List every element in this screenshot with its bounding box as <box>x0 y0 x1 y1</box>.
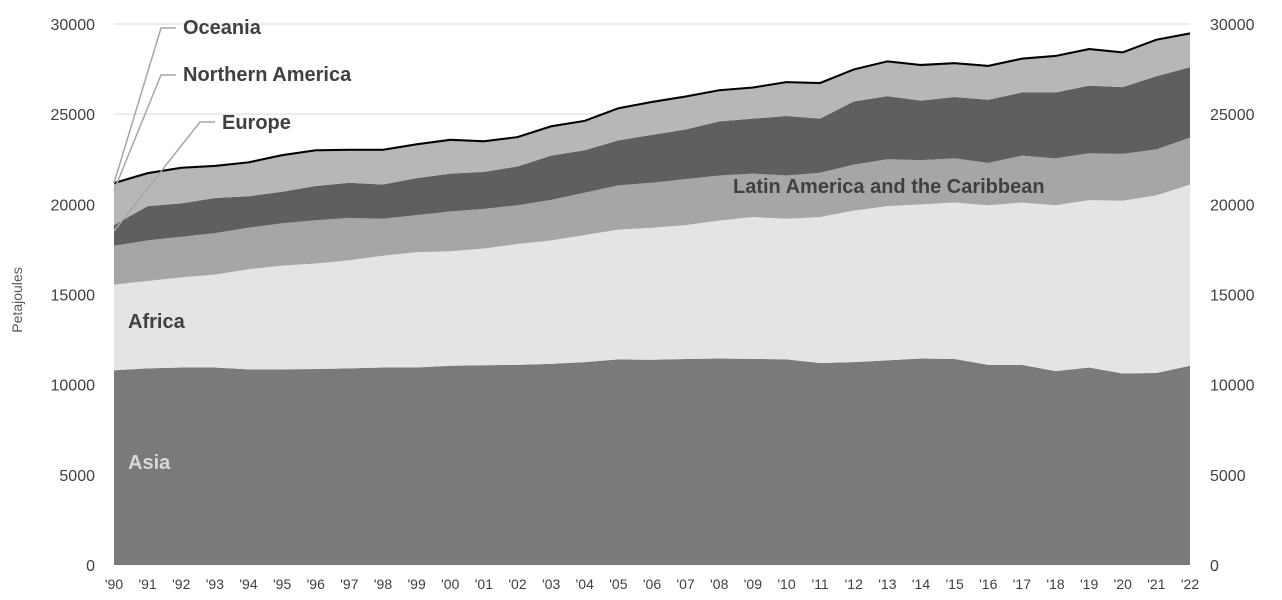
x-tick-label: '15 <box>946 576 964 592</box>
label-oceania: Oceania <box>183 17 262 39</box>
x-tick-label: '13 <box>878 576 896 592</box>
x-tick-label: '21 <box>1147 576 1165 592</box>
x-tick-label: '97 <box>340 576 358 592</box>
y2-tick-label: 25000 <box>1210 107 1255 124</box>
x-tick-label: '09 <box>744 576 762 592</box>
callout-leader-lines <box>113 27 215 232</box>
y2-tick-label: 0 <box>1210 558 1219 575</box>
x-tick-label: '00 <box>441 576 459 592</box>
x-tick-label: '18 <box>1046 576 1064 592</box>
leader-oceania <box>113 27 176 184</box>
x-tick-label: '07 <box>677 576 695 592</box>
x-tick-label: '01 <box>475 576 493 592</box>
x-tick-label: '20 <box>1114 576 1132 592</box>
x-tick-label: '04 <box>576 576 594 592</box>
label-north-america: Northern America <box>183 64 352 86</box>
label-asia: Asia <box>128 452 171 474</box>
x-tick-label: '10 <box>777 576 795 592</box>
x-tick-label: '93 <box>206 576 224 592</box>
x-tick-label: '94 <box>239 576 257 592</box>
area-asia <box>114 358 1190 565</box>
x-tick-label: '92 <box>172 576 190 592</box>
y2-tick-label: 20000 <box>1210 197 1255 214</box>
y2-tick-label: 10000 <box>1210 378 1255 395</box>
x-tick-label: '03 <box>542 576 560 592</box>
y2-tick-label: 30000 <box>1210 17 1255 34</box>
x-tick-label: '91 <box>139 576 157 592</box>
area-africa <box>114 184 1190 374</box>
area-latin-america-and-the-caribbean <box>114 137 1190 285</box>
y-tick-label: 0 <box>86 558 95 575</box>
x-tick-label: '12 <box>845 576 863 592</box>
x-tick-label: '96 <box>307 576 325 592</box>
x-tick-label: '11 <box>812 576 829 592</box>
x-tick-label: '06 <box>643 576 661 592</box>
y-tick-label: 10000 <box>51 378 96 395</box>
area-northern-america <box>114 34 1190 226</box>
y-tick-label: 30000 <box>51 17 96 34</box>
x-tick-label: '05 <box>609 576 627 592</box>
total-line <box>113 32 1191 185</box>
label-latam: Latin America and the Caribbean <box>733 176 1045 198</box>
x-tick-label: '22 <box>1181 576 1199 592</box>
y-tick-label: 5000 <box>59 468 95 485</box>
area-europe <box>114 67 1190 246</box>
x-tick-label: '98 <box>374 576 392 592</box>
x-tick-label: '14 <box>912 576 930 592</box>
x-tick-label: '08 <box>710 576 728 592</box>
x-tick-label: '95 <box>273 576 291 592</box>
leader-europe <box>113 121 215 232</box>
y-tick-label: 15000 <box>51 288 96 305</box>
y-axis-right: 0 5000 10000 15000 20000 25000 30000 <box>1210 17 1255 575</box>
y-axis-left: 0 5000 10000 15000 20000 25000 30000 <box>51 17 96 575</box>
x-tick-label: '19 <box>1080 576 1098 592</box>
x-tick-label: '90 <box>105 576 123 592</box>
y2-tick-label: 5000 <box>1210 468 1246 485</box>
series-areas <box>113 32 1191 565</box>
x-axis: '90 '91 '92 '93 '94 '95 '96 '97 '98 '99 '00 '01 '02 '… <box>105 576 1199 592</box>
area-labels: Asia Africa Latin America and the Caribb… <box>128 17 1045 474</box>
x-tick-label: '16 <box>979 576 997 592</box>
label-europe: Europe <box>222 112 291 134</box>
x-tick-label: '99 <box>408 576 426 592</box>
y-axis-title: Petajoules <box>9 267 25 332</box>
x-tick-label: '02 <box>508 576 526 592</box>
leader-north-america <box>113 74 176 191</box>
label-africa: Africa <box>128 311 186 333</box>
y2-tick-label: 15000 <box>1210 288 1255 305</box>
y-tick-label: 20000 <box>51 197 96 214</box>
x-tick-label: '17 <box>1013 576 1031 592</box>
y-tick-label: 25000 <box>51 107 96 124</box>
